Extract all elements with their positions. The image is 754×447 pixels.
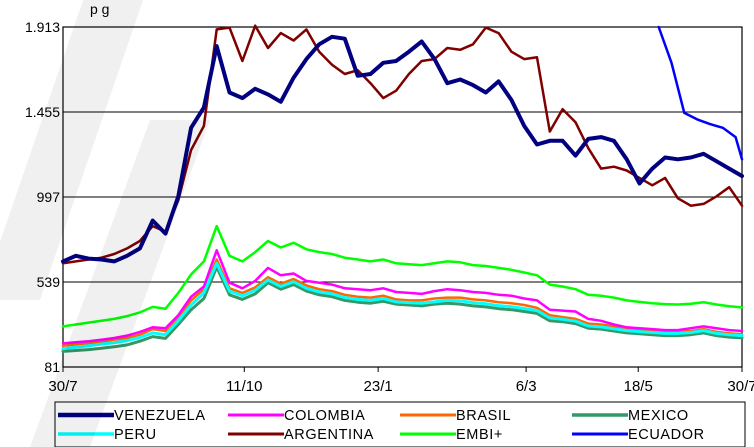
series-line-peru <box>61 261 744 351</box>
x-tick-label: 23/1 <box>364 378 393 395</box>
legend-box <box>54 401 746 447</box>
legend-label: COLOMBIA <box>284 408 365 424</box>
y-tick-label: 81 <box>44 359 60 375</box>
series-lines <box>61 24 744 353</box>
legend-label: VENEZUELA <box>114 408 206 424</box>
watermark-shape <box>0 0 210 447</box>
y-tick-label: 539 <box>37 274 61 290</box>
x-axis: 30/7 11/10 23/1 6/3 18/5 30/7 <box>48 367 754 395</box>
x-tick-label: 30/7 <box>48 378 77 395</box>
legend-label: PERU <box>114 427 157 443</box>
legend-label: ECUADOR <box>628 427 705 443</box>
series-line-colombia <box>61 249 744 345</box>
y-tick-label: 1.913 <box>25 19 60 35</box>
top-cropped-text: p g <box>90 1 109 17</box>
legend-label: EMBI+ <box>456 427 503 443</box>
x-tick-label: 11/10 <box>226 378 262 395</box>
series-line-embi <box>61 224 744 328</box>
x-tick-label: 6/3 <box>516 378 537 395</box>
x-tick-label: 18/5 <box>624 378 653 395</box>
y-tick-label: 997 <box>37 189 61 205</box>
x-tick-label: 30/7 <box>727 378 754 395</box>
series-line-mexico <box>61 265 744 353</box>
legend-label: BRASIL <box>456 408 511 424</box>
legend-label: MEXICO <box>628 408 689 424</box>
y-tick-label: 1.455 <box>25 104 60 120</box>
series-line-venezuela <box>61 34 744 264</box>
legend-label: ARGENTINA <box>284 427 374 443</box>
series-line-ecuador <box>657 25 744 161</box>
legend: VENEZUELA COLOMBIA BRASIL MEXICO PERU ARGENTI… <box>54 401 746 447</box>
watermark <box>0 0 210 447</box>
y-axis: 1.913 1.455 997 539 81 <box>25 19 60 375</box>
